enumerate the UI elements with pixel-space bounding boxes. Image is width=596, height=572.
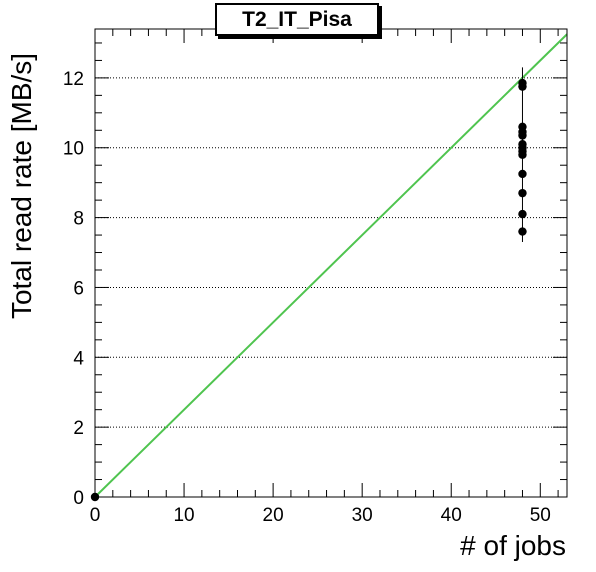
y-tick-label-12: 12 [63, 69, 84, 90]
data-point-9 [518, 150, 527, 159]
chart-title: T2_IT_Pisa [215, 3, 379, 36]
x-axis-label: # of jobs [460, 530, 566, 561]
x-tick-label-0: 0 [90, 505, 101, 526]
x-tick-label-40: 40 [441, 505, 462, 526]
x-tick-label-10: 10 [173, 505, 194, 526]
y-tick-label-8: 8 [73, 209, 84, 230]
y-tick-label-0: 0 [73, 488, 84, 509]
data-point-5 [518, 131, 527, 140]
y-tick-label-10: 10 [63, 139, 84, 160]
axis-ticks [94, 29, 567, 498]
x-tick-label-30: 30 [352, 505, 373, 526]
grid-lines [95, 77, 567, 428]
data-point-12 [518, 209, 527, 219]
fit-line-series [94, 33, 568, 498]
x-tick-label-20: 20 [263, 505, 284, 526]
y-tick-label-4: 4 [73, 348, 84, 369]
data-point-13 [518, 227, 527, 236]
x-tick-label-50: 50 [530, 505, 551, 526]
data-point-2 [518, 82, 527, 91]
y-tick-label-2: 2 [73, 418, 84, 439]
tick-labels: 0 10 20 30 40 50 0 2 4 6 8 10 12 [63, 69, 551, 526]
y-tick-label-6: 6 [73, 278, 84, 299]
y-axis-label: Total read rate [MB/s] [6, 52, 37, 320]
data-point-11 [518, 188, 527, 198]
fit-line [94, 33, 568, 498]
data-point-10 [518, 169, 527, 179]
